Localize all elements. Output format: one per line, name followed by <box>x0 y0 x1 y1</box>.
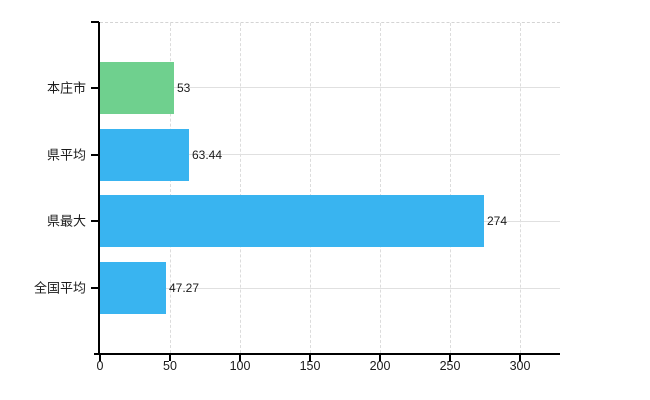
x-tick-250 <box>449 355 451 361</box>
bar-value-prefecture-max: 274 <box>487 214 508 228</box>
x-tick-0 <box>99 355 101 361</box>
x-tick-100 <box>239 355 241 361</box>
category-label-honjo-city: 本庄市 <box>46 80 86 96</box>
category-label-national-average: 全国平均 <box>33 280 86 296</box>
gridline-horizontal-row4 <box>100 288 560 289</box>
bar-row-national-average: 47.27 <box>100 262 648 314</box>
x-tick-label-300: 300 <box>509 359 531 373</box>
y-axis-top-tick <box>91 21 99 23</box>
gridline-vertical-50 <box>170 23 171 353</box>
bar-prefecture-average <box>100 129 189 181</box>
bar-value-national-average: 47.27 <box>169 281 200 295</box>
x-axis-line <box>94 353 560 355</box>
category-label-prefecture-max: 県最大 <box>46 213 86 229</box>
x-tick-label-200: 200 <box>369 359 391 373</box>
bar-row-honjo-city: 53 <box>100 62 648 114</box>
y-tick-honjo-city <box>91 87 99 89</box>
bar-honjo-city <box>100 62 174 114</box>
gridline-vertical-300 <box>520 23 521 353</box>
bar-value-prefecture-average: 63.44 <box>192 148 223 162</box>
bar-national-average <box>100 262 166 314</box>
x-tick-label-100: 100 <box>229 359 251 373</box>
x-tick-label-0: 0 <box>96 359 104 373</box>
x-tick-50 <box>169 355 171 361</box>
x-tick-label-150: 150 <box>299 359 321 373</box>
bar-prefecture-max <box>100 195 484 247</box>
y-tick-prefecture-max <box>91 220 99 222</box>
plot-top-border <box>100 22 560 23</box>
gridline-vertical-250 <box>450 23 451 353</box>
y-tick-prefecture-average <box>91 154 99 156</box>
y-axis-line <box>98 22 100 355</box>
bar-row-prefecture-average: 63.44 <box>100 129 648 181</box>
gridline-vertical-100 <box>240 23 241 353</box>
x-tick-label-50: 50 <box>163 359 177 373</box>
gridline-vertical-200 <box>380 23 381 353</box>
x-tick-150 <box>309 355 311 361</box>
x-tick-label-250: 250 <box>439 359 461 373</box>
category-label-prefecture-average: 県平均 <box>46 147 86 163</box>
bar-value-honjo-city: 53 <box>177 81 191 95</box>
x-tick-300 <box>519 355 521 361</box>
y-tick-national-average <box>91 287 99 289</box>
gridline-vertical-150 <box>310 23 311 353</box>
gridline-horizontal-row2 <box>100 154 560 155</box>
gridline-horizontal-row1 <box>100 87 560 88</box>
x-tick-200 <box>379 355 381 361</box>
bar-row-prefecture-max: 274 <box>100 195 648 247</box>
